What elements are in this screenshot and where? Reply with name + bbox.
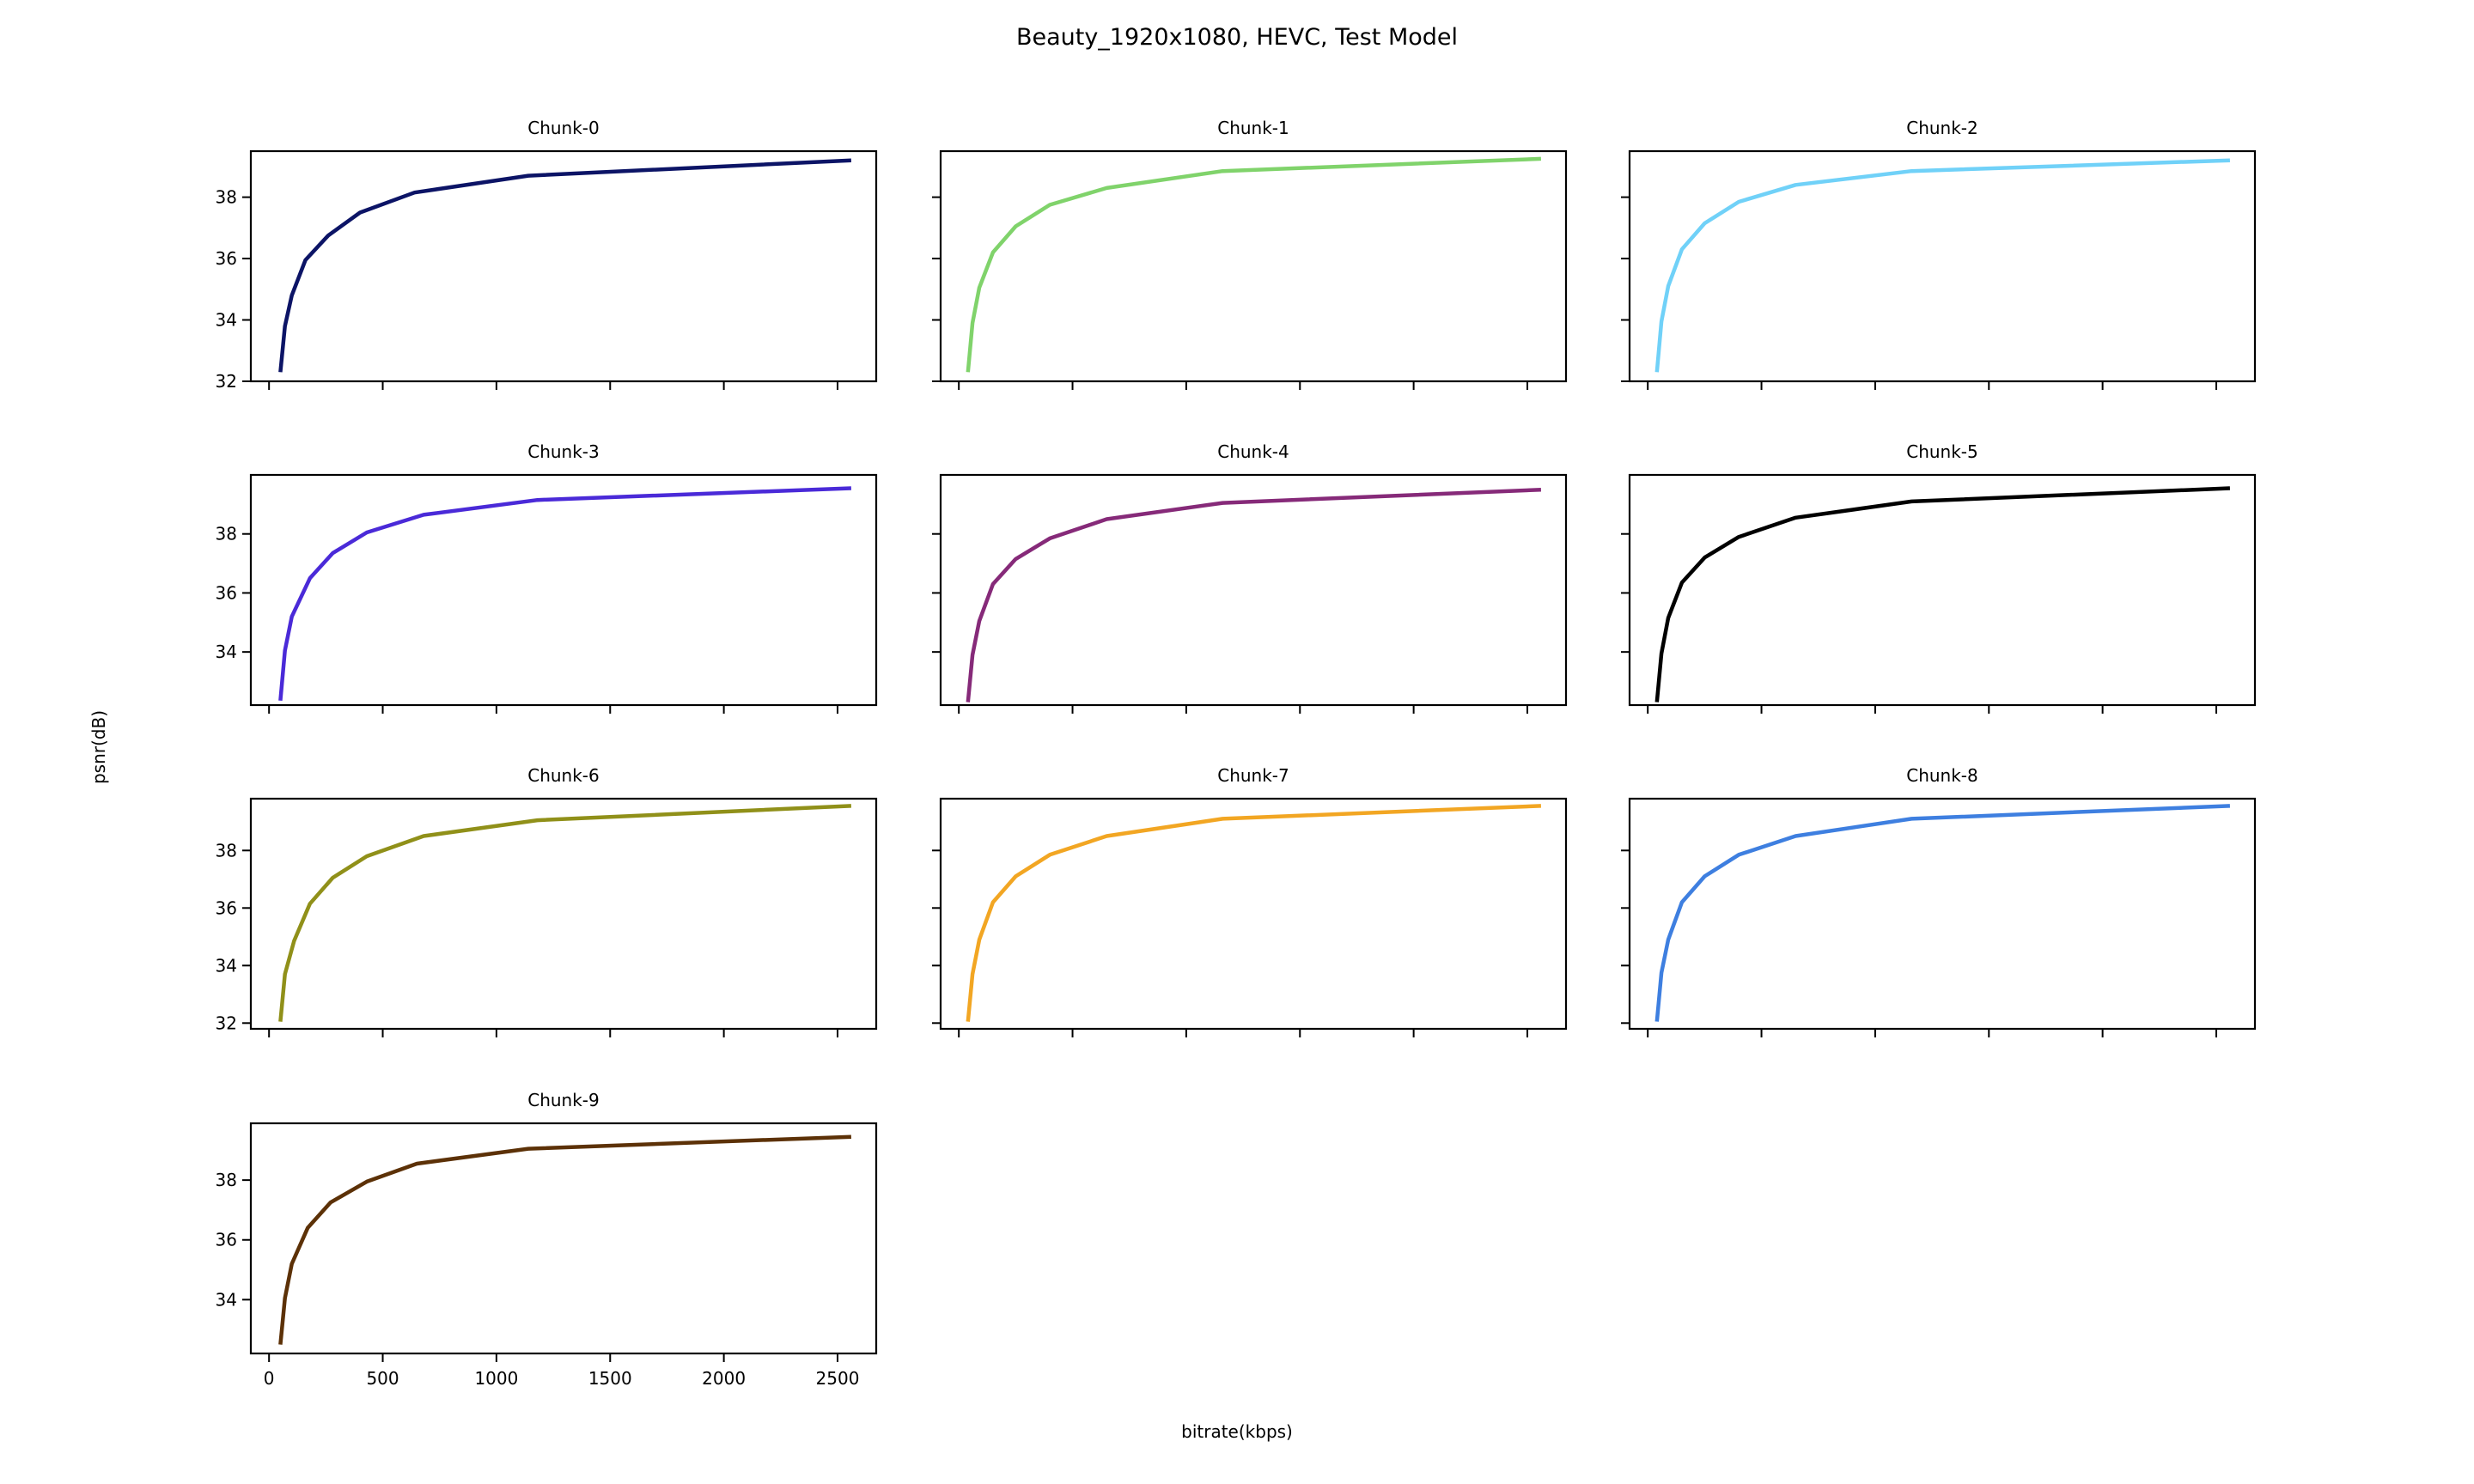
subplot-title: Chunk-7	[1217, 765, 1289, 786]
subplot-title: Chunk-3	[527, 441, 600, 462]
subplot-title: Chunk-8	[1906, 765, 1978, 786]
y-tick-label: 38	[216, 840, 237, 861]
series-line	[966, 156, 1541, 373]
axes-frame	[1628, 149, 2257, 383]
series-line	[278, 486, 851, 702]
subplot-chunk-5: Chunk-5	[1621, 441, 2257, 714]
y-tick-label: 34	[216, 310, 237, 331]
axes-frame	[1628, 797, 2257, 1031]
subplot-chunk-8: Chunk-8	[1621, 765, 2257, 1037]
series-line	[966, 804, 1541, 1022]
subplot-title: Chunk-5	[1906, 441, 1978, 462]
axes-frame	[249, 149, 878, 383]
axes-frame	[249, 473, 878, 707]
subplot-title: Chunk-4	[1217, 441, 1289, 462]
x-tick-label: 2000	[702, 1368, 746, 1389]
subplot-chunk-2: Chunk-2	[1621, 118, 2257, 390]
series-line	[966, 487, 1541, 702]
x-tick-label: 1000	[474, 1368, 518, 1389]
subplot-title: Chunk-2	[1906, 118, 1978, 138]
subplot-chunk-4: Chunk-4	[932, 441, 1568, 714]
y-tick-label: 32	[216, 371, 237, 392]
subplot-chunk-6: Chunk-6 32 34 36 38	[216, 765, 878, 1037]
series-line	[278, 804, 852, 1022]
y-tick-label: 38	[216, 1170, 237, 1190]
y-tick-label: 34	[216, 642, 237, 662]
axes-frame	[939, 797, 1568, 1031]
series-line	[1654, 804, 2230, 1022]
subplot-chunk-1: Chunk-1	[932, 118, 1568, 390]
subplot-chunk-0: Chunk-0 32 34 36 38	[216, 118, 878, 392]
series-line	[1654, 486, 2230, 702]
x-tick-label: 500	[366, 1368, 399, 1389]
y-tick-label: 36	[216, 897, 237, 918]
y-axis-label: psnr(dB)	[88, 709, 109, 785]
series-line	[1654, 158, 2230, 373]
y-tick-label: 36	[216, 248, 237, 269]
y-tick-label: 38	[216, 187, 237, 208]
series-line	[278, 1134, 851, 1345]
x-axis-label: bitrate(kbps)	[1181, 1421, 1293, 1442]
subplot-chunk-9: Chunk-9 34 36 38 0 500 1000 1500 2000 2500	[216, 1090, 878, 1389]
axes-frame	[1628, 473, 2257, 707]
axes-frame	[939, 473, 1568, 707]
x-tick-label: 2500	[816, 1368, 860, 1389]
x-tick-label: 1500	[588, 1368, 632, 1389]
figure-title: Beauty_1920x1080, HEVC, Test Model	[1015, 24, 1459, 51]
y-tick-label: 36	[216, 582, 237, 603]
y-tick-label: 36	[216, 1230, 237, 1250]
subplot-title: Chunk-1	[1217, 118, 1289, 138]
subplot-chunk-7: Chunk-7	[932, 765, 1568, 1037]
subplot-title: Chunk-0	[527, 118, 600, 138]
series-line	[278, 158, 852, 373]
subplot-title: Chunk-6	[527, 765, 600, 786]
axes-frame	[249, 1122, 878, 1355]
subplot-title: Chunk-9	[527, 1090, 600, 1110]
subplot-chunk-3: Chunk-3 34 36 38	[216, 441, 878, 714]
axes-frame	[249, 797, 878, 1031]
axes-frame	[939, 149, 1568, 383]
x-tick-label: 0	[264, 1368, 275, 1389]
y-tick-label: 38	[216, 524, 237, 544]
y-tick-label: 32	[216, 1013, 237, 1033]
y-tick-label: 34	[216, 955, 237, 976]
y-tick-label: 34	[216, 1289, 237, 1310]
